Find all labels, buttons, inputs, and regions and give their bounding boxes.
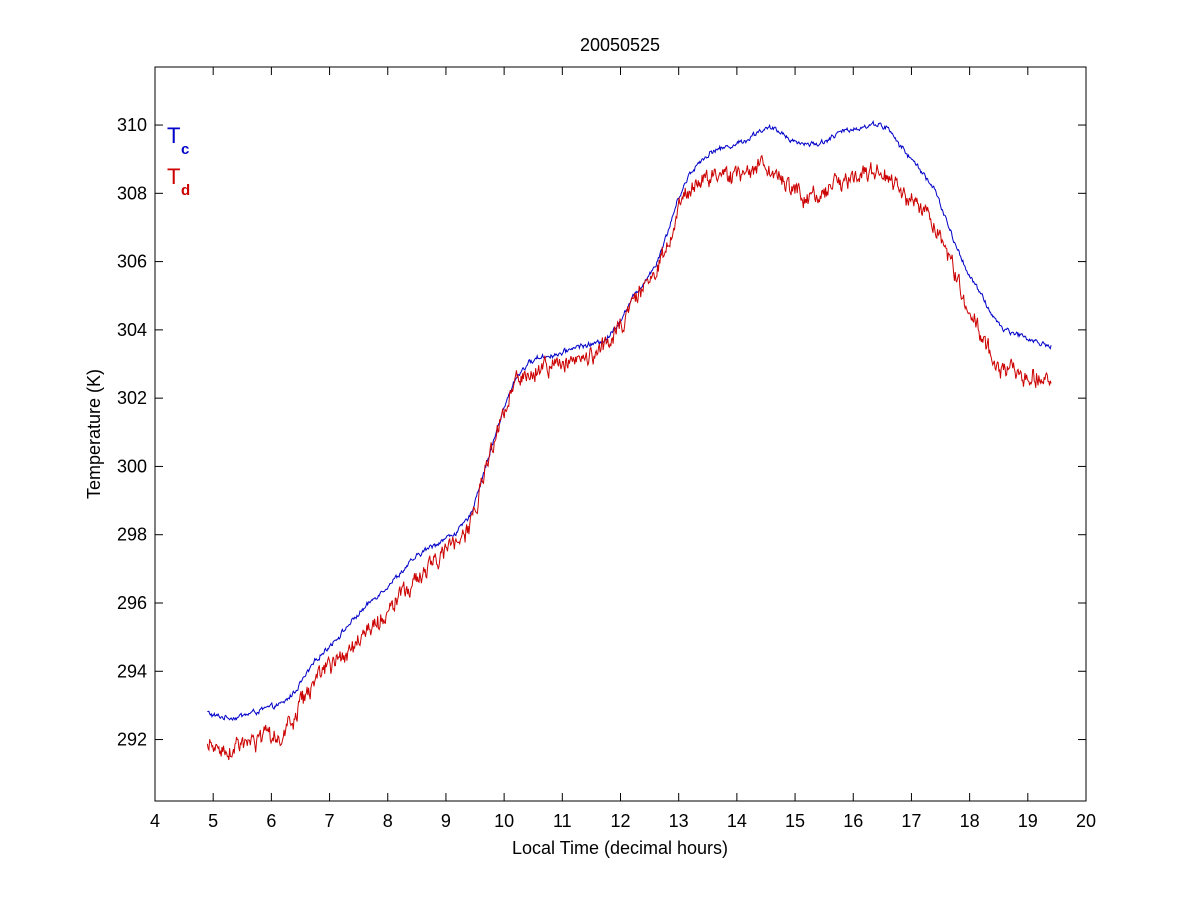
x-tick-label: 13 <box>669 811 689 831</box>
chart-title: 20050525 <box>580 35 660 55</box>
y-tick-label: 310 <box>117 115 147 135</box>
y-tick-label: 306 <box>117 252 147 272</box>
legend-subscript-1: d <box>181 182 190 199</box>
y-tick-label: 308 <box>117 183 147 203</box>
x-tick-label: 6 <box>266 811 276 831</box>
x-tick-label: 20 <box>1076 811 1096 831</box>
y-tick-label: 304 <box>117 320 147 340</box>
x-tick-label: 11 <box>553 811 572 831</box>
legend-label-1: T <box>167 164 180 189</box>
series-line-0 <box>207 119 1052 721</box>
y-tick-label: 296 <box>117 593 147 613</box>
y-axis-title: Temperature (K) <box>84 369 104 499</box>
x-tick-label: 4 <box>150 811 160 831</box>
x-tick-label: 9 <box>441 811 451 831</box>
x-tick-label: 8 <box>383 811 393 831</box>
x-tick-label: 7 <box>325 811 335 831</box>
x-tick-label: 16 <box>843 811 863 831</box>
x-tick-label: 18 <box>960 811 980 831</box>
legend-label-0: T <box>167 123 180 148</box>
series-layer <box>206 119 1052 761</box>
x-axis: 4 5 6 7 8 9 10 11 12 13 14 15 16 17 18 19 20 <box>150 67 1096 831</box>
y-tick-label: 292 <box>117 730 147 750</box>
x-axis-title: Local Time (decimal hours) <box>512 838 728 858</box>
x-tick-label: 10 <box>494 811 514 831</box>
x-tick-label: 14 <box>727 811 747 831</box>
legend-subscript-0: c <box>181 141 189 158</box>
x-tick-label: 19 <box>1018 811 1038 831</box>
x-tick-label: 15 <box>785 811 805 831</box>
y-tick-label: 302 <box>117 388 147 408</box>
x-tick-label: 17 <box>901 811 921 831</box>
y-tick-label: 300 <box>117 456 147 476</box>
y-tick-label: 294 <box>117 661 147 681</box>
x-tick-label: 12 <box>610 811 630 831</box>
y-tick-label: 298 <box>117 525 147 545</box>
y-axis: 292 294 296 298 300 302 304 306 308 310 <box>117 115 1086 750</box>
x-tick-label: 5 <box>208 811 218 831</box>
series-line-1 <box>206 154 1052 761</box>
